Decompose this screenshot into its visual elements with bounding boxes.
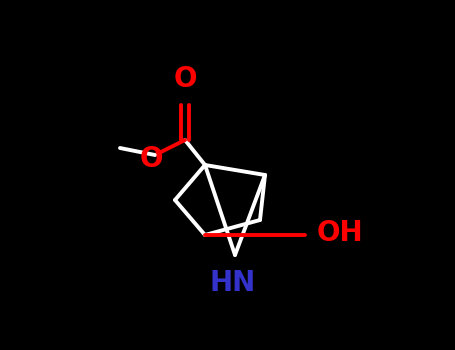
Text: O: O xyxy=(173,65,197,93)
Text: HN: HN xyxy=(210,269,256,297)
Text: OH: OH xyxy=(317,219,364,247)
Text: O: O xyxy=(139,145,163,173)
